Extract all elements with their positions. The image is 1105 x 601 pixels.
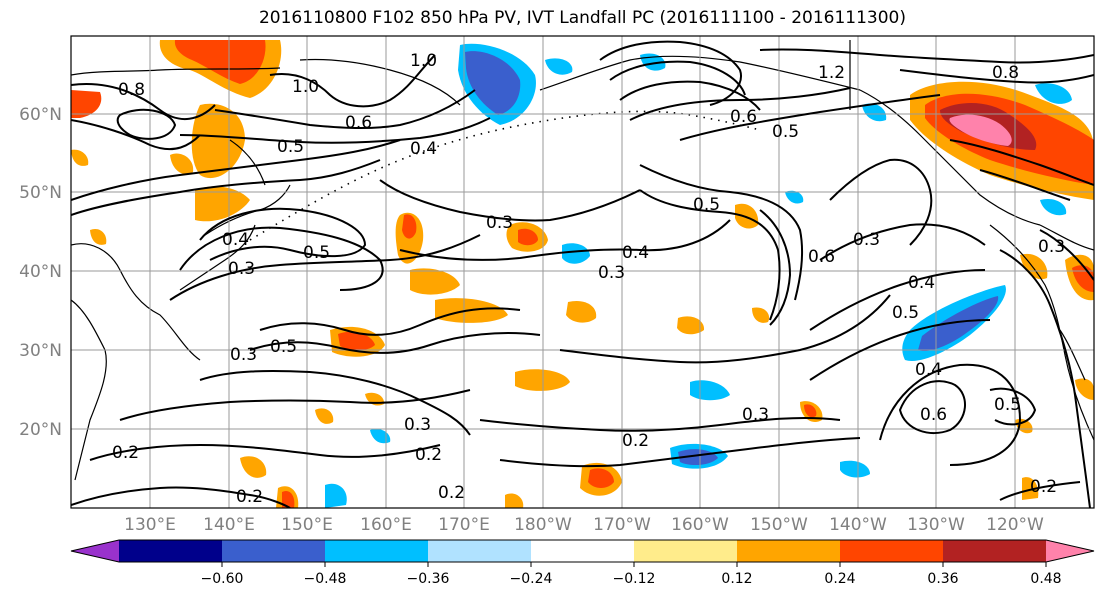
island-chain xyxy=(249,110,761,241)
colorbar-label: 0.24 xyxy=(824,571,855,587)
colorbar-label: −0.36 xyxy=(407,571,450,587)
lat-label-30n: 30°N xyxy=(19,341,62,361)
colorbar-label: −0.24 xyxy=(510,571,553,587)
contour-label: 0.3 xyxy=(1038,237,1065,257)
contour-label: 0.3 xyxy=(230,345,257,365)
contour-label: 0.4 xyxy=(908,273,935,293)
contour-label: 0.4 xyxy=(622,243,649,263)
contour-label: 0.8 xyxy=(118,80,145,100)
colorbar-segment xyxy=(428,540,532,562)
contour-label: 0.3 xyxy=(228,259,255,279)
contour-label: 0.2 xyxy=(438,483,465,503)
map-frame xyxy=(70,35,1095,509)
colorbar-segment xyxy=(840,540,944,562)
colorbar-segment xyxy=(737,540,841,562)
contour-label: 0.2 xyxy=(112,443,139,463)
contour-label: 0.3 xyxy=(742,405,769,425)
contour-label: 0.5 xyxy=(772,122,799,142)
colorbar-label: 0.36 xyxy=(927,571,958,587)
colorbar-segment xyxy=(71,540,119,562)
contour-label: 0.3 xyxy=(404,415,431,435)
colorbar-segment xyxy=(325,540,429,562)
map-title: 2016110800 F102 850 hPa PV, IVT Landfall… xyxy=(258,8,906,28)
contour-label: 0.5 xyxy=(270,337,297,357)
contour-label: 0.3 xyxy=(486,213,513,233)
contour-label: 1.2 xyxy=(818,63,845,83)
lon-label: 160°E xyxy=(360,515,412,535)
contour-label: 0.6 xyxy=(808,247,835,267)
contour-label: 1.0 xyxy=(292,77,319,97)
lat-label-60n: 60°N xyxy=(19,105,62,125)
lon-label: 170°E xyxy=(438,515,490,535)
lat-label-50n: 50°N xyxy=(19,183,62,203)
contour-label: 0.3 xyxy=(598,263,625,283)
colorbar-label: −0.48 xyxy=(304,571,347,587)
contour-lines xyxy=(71,40,1094,508)
colorbar-label: 0.12 xyxy=(721,571,752,587)
lon-label: 170°W xyxy=(593,515,651,535)
lon-label: 130°W xyxy=(907,515,965,535)
contour-label: 0.2 xyxy=(415,445,442,465)
lon-label: 140°E xyxy=(203,515,255,535)
contour-label: 0.2 xyxy=(236,487,263,507)
contour-label: 0.6 xyxy=(730,107,757,127)
lat-label-40n: 40°N xyxy=(19,262,62,282)
lon-label: 140°W xyxy=(829,515,887,535)
colorbar-segment xyxy=(943,540,1047,562)
colorbar-outline xyxy=(70,539,1095,563)
contour-label: 0.6 xyxy=(920,405,947,425)
lon-label: 180°W xyxy=(514,515,572,535)
contour-label: 0.4 xyxy=(915,360,942,380)
lat-label-20n: 20°N xyxy=(19,420,62,440)
lon-label: 150°E xyxy=(281,515,333,535)
colorbar-segment xyxy=(531,540,635,562)
contour-label: 0.5 xyxy=(994,395,1021,415)
colorbar-label: −0.60 xyxy=(201,571,244,587)
colorbar-segment xyxy=(222,540,326,562)
lon-label: 150°W xyxy=(750,515,808,535)
contour-label: 0.5 xyxy=(892,303,919,323)
lon-label: 160°W xyxy=(671,515,729,535)
contour-label: 0.5 xyxy=(303,243,330,263)
contour-label: 0.4 xyxy=(222,230,249,250)
contour-label: 0.2 xyxy=(622,431,649,451)
colorbar-label: 0.48 xyxy=(1030,571,1061,587)
contour-label: 0.4 xyxy=(410,139,437,159)
colorbar: −0.60 −0.48 −0.36 −0.24 −0.12 0.12 0.24 0.36 0.4… xyxy=(70,539,1095,587)
colorbar-segment xyxy=(634,540,738,562)
lon-label: 130°E xyxy=(124,515,176,535)
contour-label: 0.3 xyxy=(853,230,880,250)
colorbar-segment xyxy=(119,540,223,562)
lon-label: 120°W xyxy=(986,515,1044,535)
contour-label: 0.8 xyxy=(992,63,1019,83)
contour-labels: 0.8 1.0 1.0 0.6 0.5 0.4 0.3 0.5 0.3 0.4 … xyxy=(112,51,1065,507)
longitude-labels: 130°E 140°E 150°E 160°E 170°E 180°W 170°… xyxy=(124,515,1044,535)
contour-label: 1.0 xyxy=(410,51,437,71)
contour-label: 0.5 xyxy=(693,195,720,215)
contour-label: 0.2 xyxy=(1030,477,1057,497)
contour-label: 0.6 xyxy=(345,113,372,133)
colorbar-label: −0.12 xyxy=(613,571,656,587)
latitude-labels: 20°N 30°N 40°N 50°N 60°N xyxy=(19,105,62,440)
colorbar-segment xyxy=(1046,540,1094,562)
contour-label: 0.5 xyxy=(277,137,304,157)
